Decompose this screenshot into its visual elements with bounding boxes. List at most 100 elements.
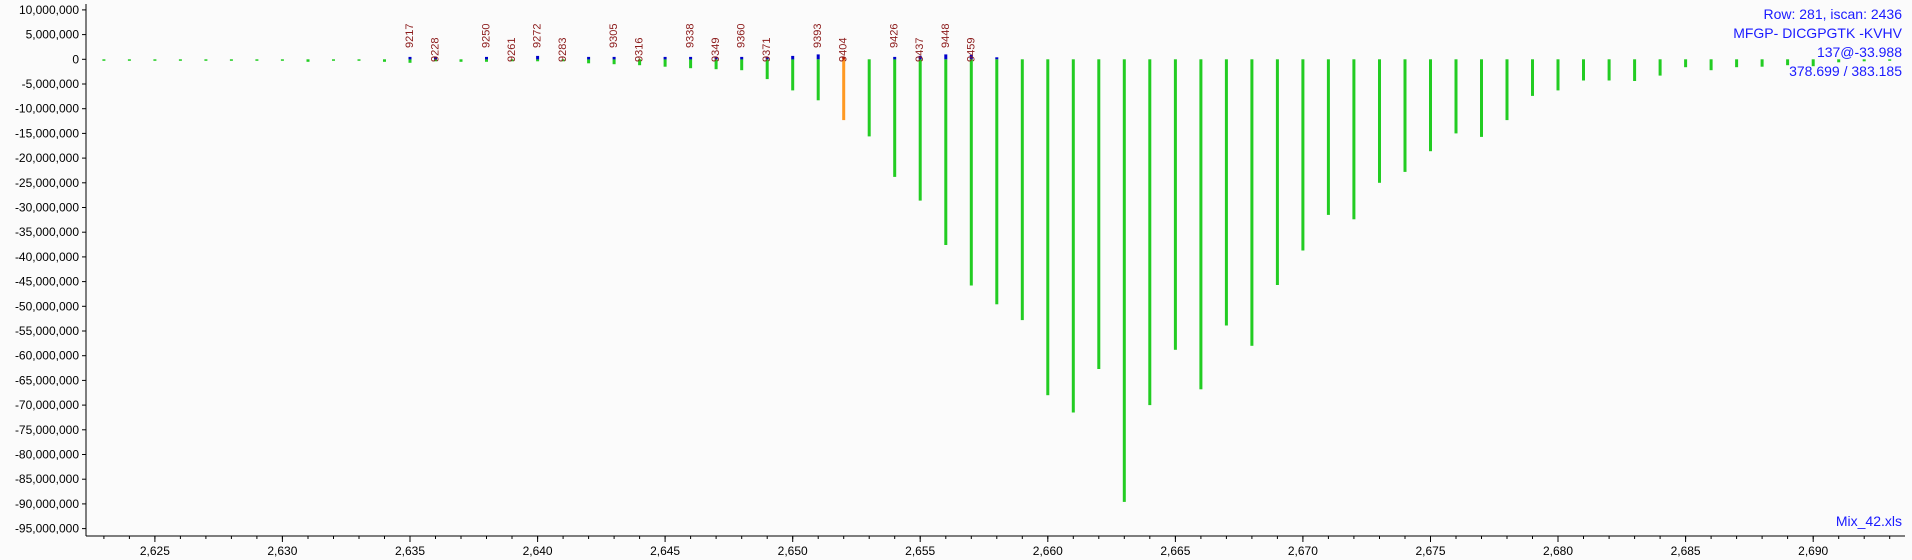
intensity-bar (127, 59, 131, 61)
intensity-bar (663, 59, 667, 67)
intensity-bar (1582, 59, 1585, 81)
x-tick-label: 2,660 (1033, 544, 1063, 558)
intensity-bar (714, 59, 718, 70)
intensity-bar (1046, 59, 1050, 396)
x-tick-label: 2,690 (1798, 544, 1828, 558)
y-tick-label: -65,000,000 (15, 373, 79, 387)
x-tick-label: 2,655 (905, 544, 935, 558)
x-tick-label: 2,625 (140, 544, 170, 558)
y-tick-label: -50,000,000 (15, 299, 79, 313)
positive-mark (944, 54, 948, 60)
y-tick-label: -80,000,000 (15, 448, 79, 462)
intensity-bar (204, 59, 208, 61)
x-tick-label: 2,680 (1543, 544, 1573, 558)
intensity-bar (510, 59, 514, 62)
intensity-bar (255, 59, 259, 61)
positive-mark (893, 56, 897, 60)
intensity-bar (612, 59, 616, 65)
x-tick-label: 2,645 (650, 544, 680, 558)
scan-label: 9349 (710, 38, 722, 62)
info-row: Row: 281, iscan: 2436 (1763, 6, 1902, 22)
positive-mark (791, 55, 795, 60)
scan-label: 9459 (965, 38, 977, 62)
intensity-bar (1403, 59, 1407, 172)
info-peptide: MFGP- DICGPGTK -KVHV (1733, 25, 1902, 41)
positive-mark (740, 56, 744, 60)
scan-label: 9283 (557, 38, 569, 62)
positive-mark (612, 56, 616, 60)
intensity-bar (485, 59, 488, 62)
y-tick-label: -95,000,000 (15, 522, 79, 536)
scan-label: 9360 (736, 24, 748, 48)
intensity-bar (1275, 59, 1279, 285)
intensity-bar (1326, 59, 1330, 215)
intensity-bar (1709, 59, 1713, 71)
intensity-bar (1071, 59, 1075, 413)
positive-mark (408, 56, 412, 60)
y-tick-label: -30,000,000 (15, 201, 79, 215)
positive-mark (918, 55, 922, 60)
x-tick-label: 2,640 (523, 544, 553, 558)
file-name: Mix_42.xls (1836, 513, 1902, 529)
intensity-bar (1811, 59, 1815, 67)
y-tick-label: 10,000,000 (19, 3, 79, 17)
intensity-bar (229, 59, 233, 61)
positive-mark (434, 56, 437, 60)
info-mz: 378.699 / 383.185 (1789, 63, 1902, 79)
scan-label: 9437 (914, 38, 926, 62)
intensity-bar (791, 59, 795, 91)
intensity-bar (740, 59, 744, 71)
intensity-bar (893, 59, 897, 177)
y-tick-label: 0 (72, 52, 79, 66)
intensity-bar (1199, 59, 1203, 390)
intensity-bar (1505, 59, 1509, 121)
intensity-bar (1735, 59, 1739, 68)
intensity-bar (816, 59, 820, 101)
intensity-bar (765, 59, 769, 80)
y-tick-label: -60,000,000 (15, 349, 79, 363)
scan-label: 9393 (812, 24, 824, 48)
intensity-bar (561, 59, 565, 62)
intensity-bar (1429, 59, 1432, 152)
intensity-bar (1531, 59, 1534, 96)
y-tick-label: -45,000,000 (15, 275, 79, 289)
info-panel: Row: 281, iscan: 2436 MFGP- DICGPGTK -KV… (1733, 6, 1902, 79)
intensity-bar (153, 59, 157, 61)
scan-label: 9228 (430, 38, 442, 62)
intensity-bar (1888, 59, 1892, 61)
intensity-bar (408, 59, 412, 63)
intensity-bar (1250, 59, 1254, 346)
y-tick-label: -20,000,000 (15, 151, 79, 165)
intensity-bar (969, 59, 973, 286)
intensity-bar (306, 59, 310, 62)
x-axis: 2,625 2,630 2,635 2,640 2,645 2,650 2,655 2,660… (103, 536, 1891, 558)
scan-labels-layer: 9217 9228 9250 9261 9272 9283 9305 9316 9338 9349… (404, 24, 977, 62)
intensity-bar (1122, 59, 1126, 502)
y-tick-label: -25,000,000 (15, 176, 79, 190)
highlighted-bar (842, 59, 846, 121)
info-charge-rt: 137@-33.988 (1817, 44, 1902, 60)
intensity-bar (1378, 59, 1381, 183)
y-axis: 10,000,000 5,000,000 0 -5,000,000 -10,000,00… (15, 3, 86, 536)
x-tick-label: 2,650 (778, 544, 808, 558)
intensity-bar (434, 59, 437, 62)
intensity-bar (944, 59, 948, 245)
y-tick-label: -10,000,000 (15, 102, 79, 116)
intensity-bar (1480, 59, 1483, 137)
intensity-bar (1633, 59, 1637, 81)
intensity-bar (918, 59, 922, 201)
bars-layer (102, 59, 1892, 502)
intensity-bar (1224, 59, 1228, 326)
y-tick-label: -15,000,000 (15, 126, 79, 140)
x-tick-label: 2,675 (1415, 544, 1445, 558)
intensity-bar (280, 59, 284, 61)
intensity-bar (178, 59, 182, 61)
scan-label: 9305 (608, 24, 620, 48)
x-tick-label: 2,630 (267, 544, 297, 558)
scan-label: 9338 (685, 24, 697, 48)
positive-mark (536, 55, 540, 60)
intensity-bar (1556, 59, 1560, 91)
positive-mark (969, 54, 973, 60)
